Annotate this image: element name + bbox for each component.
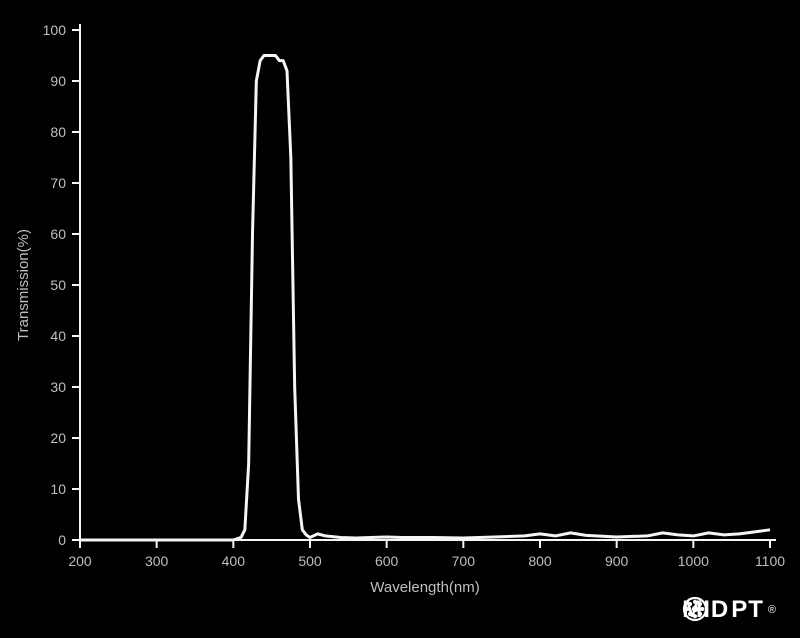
x-tick-label: 500 (298, 553, 322, 569)
y-tick-label: 20 (50, 430, 66, 446)
y-tick-label: 10 (50, 481, 66, 497)
midopt-logo: MID PT ® (682, 596, 776, 624)
y-tick-label: 40 (50, 328, 66, 344)
x-axis-label: Wavelength(nm) (370, 579, 479, 596)
y-tick-label: 60 (50, 226, 66, 242)
x-tick-label: 700 (452, 553, 476, 569)
y-tick-label: 80 (50, 124, 66, 140)
x-tick-label: 1000 (678, 553, 709, 569)
series-transmission (80, 56, 770, 541)
y-tick-label: 30 (50, 379, 66, 395)
y-axis-label: Transmission(%) (15, 229, 32, 341)
chart-container: 200 300 400 500 600 700 800 900 1000 1100 0 10 20 30 4… (0, 0, 800, 638)
x-tick-label: 400 (222, 553, 246, 569)
y-tick-label: 70 (50, 175, 66, 191)
y-tick-label: 90 (50, 73, 66, 89)
y-tick-label: 0 (58, 532, 66, 548)
x-tick-label: 300 (145, 553, 169, 569)
y-tick-label: 100 (43, 22, 67, 38)
logo-gear-icon (682, 596, 708, 622)
x-tick-label: 900 (605, 553, 629, 569)
logo-text-right: PT (731, 596, 764, 624)
x-tick-label: 600 (375, 553, 399, 569)
x-tick-label: 800 (528, 553, 552, 569)
y-tick-label: 50 (50, 277, 66, 293)
logo-registered: ® (768, 604, 776, 616)
x-tick-label: 200 (68, 553, 92, 569)
x-tick-label: 1100 (755, 553, 785, 569)
transmission-chart: 200 300 400 500 600 700 800 900 1000 1100 0 10 20 30 4… (0, 0, 800, 638)
